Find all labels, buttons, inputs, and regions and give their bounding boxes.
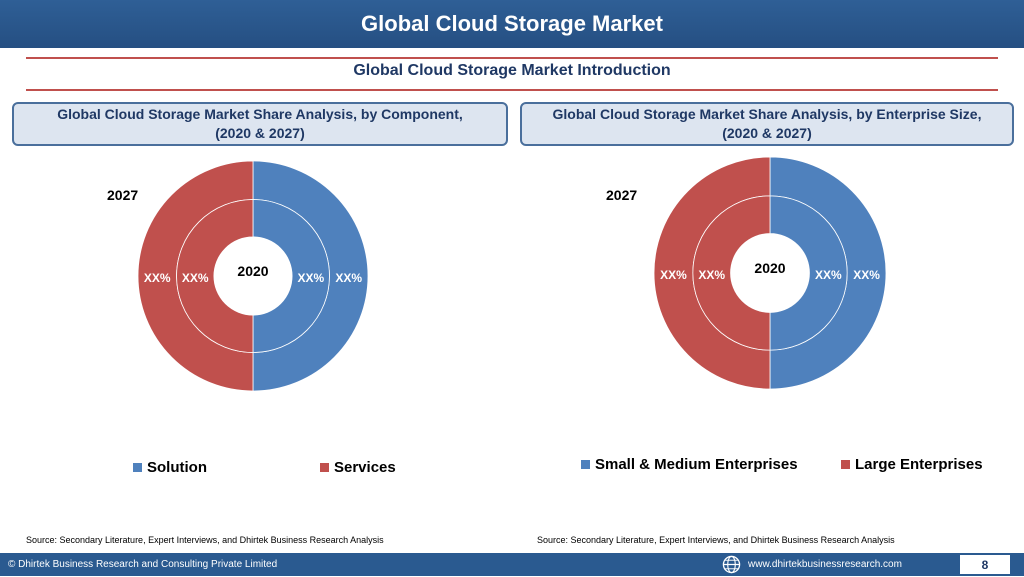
services-legend-label: Services [334,459,396,476]
data-label-2020-large-enterprises: XX% [698,268,725,282]
component-source-note: Source: Secondary Literature, Expert Int… [26,535,384,545]
copyright-text: © Dhirtek Business Research and Consulti… [8,559,278,570]
sme-swatch [581,460,590,469]
enterprise-source-note: Source: Secondary Literature, Expert Int… [537,535,895,545]
inner-year-label: 2020 [237,263,268,279]
data-label-2027-services: XX% [144,271,171,285]
component-legend-solution: Solution [133,459,207,476]
large-enterprise-swatch [841,460,850,469]
slice-2020-small-medium-enterprises [769,195,848,351]
title-bar: Global Cloud Storage Market [0,0,1024,48]
enterprise-size-chart-title: Global Cloud Storage Market Share Analys… [520,102,1014,146]
data-label-2027-small-medium-enterprises: XX% [853,268,880,282]
top-divider [26,57,998,59]
component-chart-title: Global Cloud Storage Market Share Analys… [12,102,508,146]
data-label-2027-solution: XX% [335,271,362,285]
enterprise-outer-year-label: 2027 [606,187,638,203]
page-number: 8 [960,555,1010,574]
enterprise-title-line1: Global Cloud Storage Market Share Analys… [552,106,982,122]
data-label-2020-services: XX% [182,271,209,285]
component-title-line2: (2020 & 2027) [215,125,305,141]
inner-year-label: 2020 [754,260,785,276]
page-title: Global Cloud Storage Market [361,11,663,36]
enterprise-legend-sme: Small & Medium Enterprises [581,456,798,473]
globe-icon [722,555,741,577]
bottom-divider [26,89,998,91]
component-legend-services: Services [320,459,396,476]
data-label-2020-small-medium-enterprises: XX% [815,268,842,282]
enterprise-size-donut-chart: XX% XX% XX% XX% 2020 [653,156,887,390]
footer-bar: © Dhirtek Business Research and Consulti… [0,553,1024,576]
enterprise-legend-large: Large Enterprises [841,456,983,473]
component-outer-year-label: 2027 [107,187,139,203]
section-subtitle: Global Cloud Storage Market Introduction [353,62,671,79]
slice-2020-large-enterprises [692,195,771,351]
component-title-line1: Global Cloud Storage Market Share Analys… [57,106,463,122]
data-label-2027-large-enterprises: XX% [660,268,687,282]
large-enterprise-legend-label: Large Enterprises [855,456,983,473]
sme-legend-label: Small & Medium Enterprises [595,456,798,473]
services-swatch [320,463,329,472]
enterprise-title-line2: (2020 & 2027) [722,125,812,141]
slice-2020-services [176,199,254,353]
slice-2020-solution [252,199,330,353]
data-label-2020-solution: XX% [297,271,324,285]
solution-swatch [133,463,142,472]
website-link[interactable]: www.dhirtekbusinessresearch.com [748,559,902,570]
component-donut-chart: XX% XX% XX% XX% 2020 [137,160,369,392]
solution-legend-label: Solution [147,459,207,476]
